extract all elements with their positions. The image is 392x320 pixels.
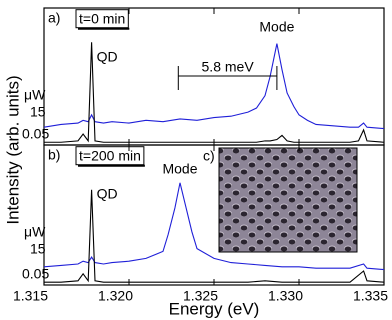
series-label: 0.05	[22, 266, 49, 282]
qd-label: QD	[97, 186, 118, 202]
spectrum-line	[43, 43, 385, 130]
panel-label: a)	[48, 10, 60, 26]
x-tick-label: 1.325	[183, 288, 218, 304]
spectrum-line	[44, 189, 385, 283]
spectrum-line	[43, 182, 385, 271]
y-axis-label: Intensity (arb. units)	[3, 75, 22, 224]
mode-label: Mode	[259, 19, 294, 35]
series-label: 0.05	[22, 126, 49, 142]
power-unit: μW	[24, 87, 46, 103]
inset-label: c)	[203, 148, 215, 164]
x-tick-label: 1.335	[353, 288, 388, 304]
splitting-label: 5.8 meV	[202, 59, 255, 75]
inset-image	[218, 147, 358, 253]
condition-label: t=0 min	[79, 11, 125, 27]
qd-label: QD	[97, 49, 118, 65]
series-label: 15	[30, 104, 46, 120]
spectrum-line	[44, 42, 385, 143]
x-tick-label: 1.320	[98, 288, 133, 304]
panel-label: b)	[48, 147, 60, 163]
mode-label: Mode	[162, 161, 197, 177]
x-tick-label: 1.315	[13, 288, 48, 304]
condition-label: t=200 min	[79, 148, 141, 164]
power-unit: μW	[24, 224, 46, 240]
x-tick-label: 1.330	[268, 288, 303, 304]
x-axis-label: Energy (eV)	[169, 299, 260, 318]
series-label: 15	[30, 241, 46, 257]
